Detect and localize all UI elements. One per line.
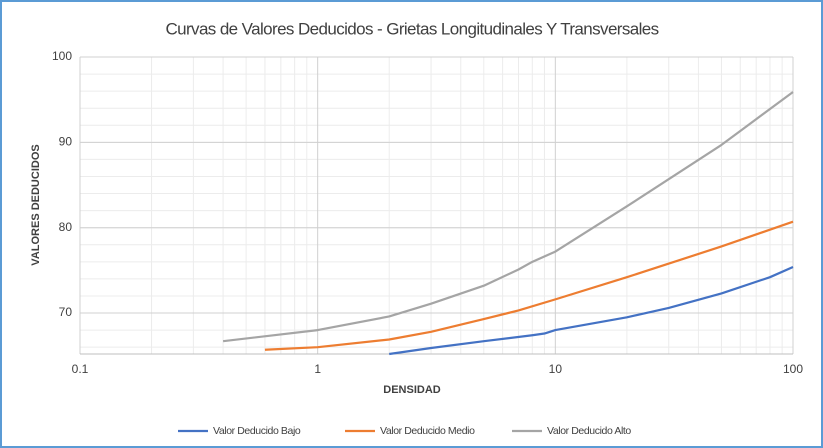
x-tick-label: 100 (783, 362, 803, 376)
x-axis-label: DENSIDAD (383, 384, 441, 396)
y-tick-label: 100 (52, 49, 72, 63)
data-line (222, 91, 794, 343)
chart-title: Curvas de Valores Deducidos - Grietas Lo… (165, 19, 658, 38)
y-tick-label: 70 (59, 305, 73, 319)
y-tick-label: 90 (59, 135, 73, 149)
legend-label: Valor Deducido Medio (380, 425, 475, 437)
y-tick-label: 80 (59, 220, 73, 234)
data-line (264, 220, 794, 351)
x-tick-label: 1 (314, 362, 321, 376)
x-tick-label: 0.1 (72, 362, 89, 376)
x-tick-label: 10 (549, 362, 563, 376)
legend-label: Valor Deducido Alto (547, 425, 631, 437)
legend-label: Valor Deducido Bajo (213, 425, 301, 437)
data-line (389, 265, 794, 356)
y-axis-label: VALORES DEDUCIDOS (30, 144, 42, 265)
